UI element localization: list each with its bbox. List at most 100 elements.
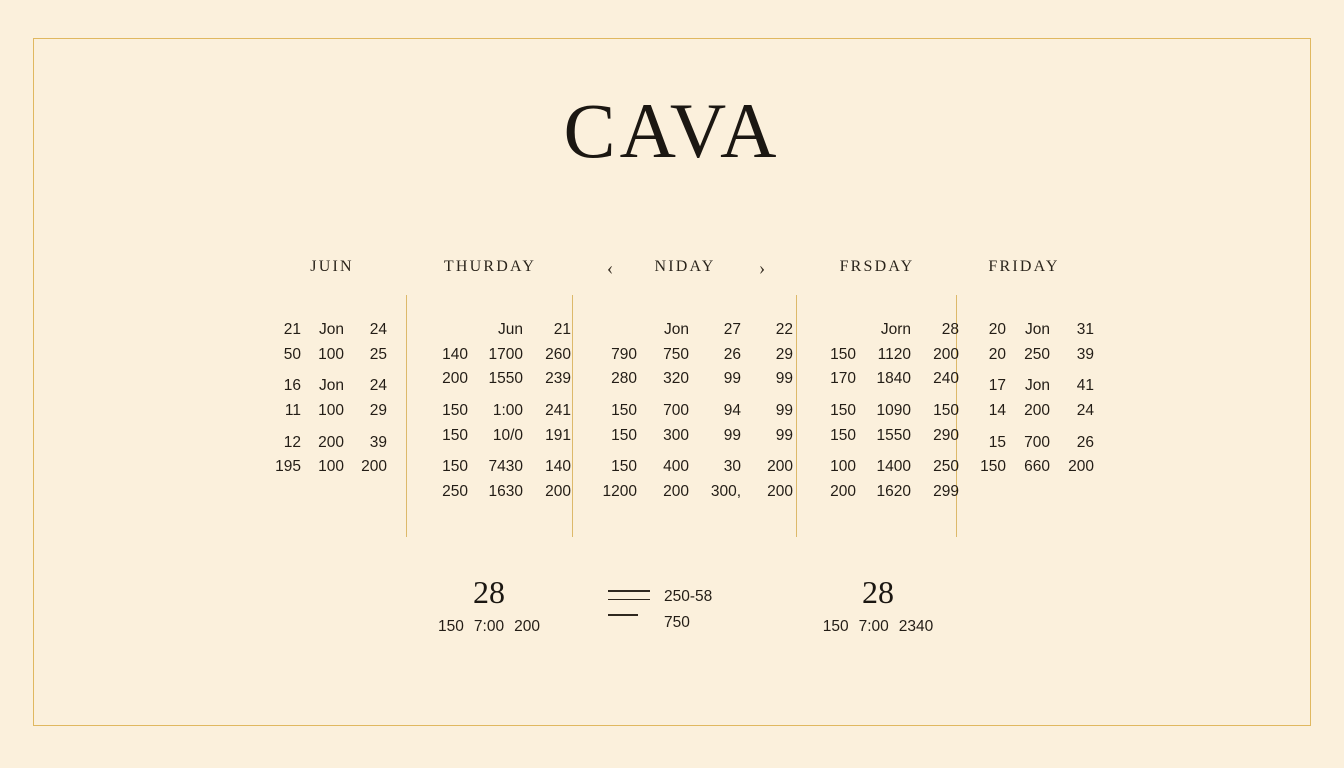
table-row[interactable]: Jorn 28	[808, 318, 959, 343]
table-row[interactable]: 200 1550 239	[420, 367, 571, 392]
table-cell: 99	[775, 426, 793, 444]
table-row[interactable]: 200 1620 299	[808, 480, 959, 505]
table-cell: 1120	[877, 345, 911, 363]
table-row[interactable]: 150 300 99 99	[585, 423, 793, 448]
table-row[interactable]: 20 250 39	[962, 343, 1094, 368]
table-row[interactable]: 140 1700 260	[420, 343, 571, 368]
footer-right-values: 150 7:00 2340	[758, 618, 998, 636]
table-row[interactable]: 21 Jon 24	[258, 318, 387, 343]
table-cell: 790	[611, 345, 637, 363]
table-cell: 200	[830, 482, 856, 500]
footer-left-number: 28	[473, 574, 505, 610]
table-row[interactable]: 280 320 99 99	[585, 367, 793, 392]
table-row[interactable]: 1200 200 300, 200	[585, 480, 793, 505]
table-row[interactable]: 195 100 200	[258, 455, 387, 480]
table-cell: Jon	[319, 321, 344, 339]
table-row[interactable]: 170 1840 240	[808, 367, 959, 392]
column-divider	[956, 295, 957, 537]
table-row[interactable]: 16 Jon 24	[258, 374, 387, 399]
table-cell: 191	[545, 426, 571, 444]
table-row[interactable]: 790 750 26 29	[585, 343, 793, 368]
table-row[interactable]: Jun 21	[420, 318, 571, 343]
table-row[interactable]: 150 660 200	[962, 455, 1094, 480]
table-row[interactable]: 150 1090 150	[808, 399, 959, 424]
footer-middle-block: 250-58 750	[608, 584, 712, 636]
table-cell: 28	[941, 321, 959, 339]
table-cell: 94	[723, 402, 741, 420]
table-cell: 150	[830, 345, 856, 363]
weekday-header-row: JUIN THURDAY NIDAY FRSDAY FRIDAY ‹ ›	[0, 258, 1344, 284]
table-cell: 1550	[876, 426, 911, 444]
table-cell: 39	[1076, 345, 1094, 363]
table-cell: 24	[1076, 402, 1094, 420]
table-row[interactable]: 150 1120 200	[808, 343, 959, 368]
weekday-header-frsday[interactable]: FRSDAY	[839, 258, 915, 275]
table-cell: Jon	[1025, 321, 1050, 339]
table-cell: 17	[988, 377, 1006, 395]
table-cell: 1840	[876, 370, 911, 388]
table-row[interactable]: 150 10/0 191	[420, 423, 571, 448]
table-cell: 99	[723, 370, 741, 388]
weekday-header-friday[interactable]: FRIDAY	[988, 258, 1060, 275]
table-row[interactable]: 14 200 24	[962, 399, 1094, 424]
column-thurday: Jun 21 140 1700 260 200 1550 239 150 1:00 241 150 10…	[420, 318, 571, 504]
footer-middle-line1: 250-58	[664, 588, 713, 605]
table-row[interactable]: 150 400 30 200	[585, 455, 793, 480]
table-cell: Jorn	[880, 321, 911, 339]
table-cell: 150	[442, 426, 468, 444]
table-row[interactable]: 150 1550 290	[808, 423, 959, 448]
footer-right-number: 28	[862, 574, 894, 610]
table-row[interactable]: 11 100 29	[258, 399, 387, 424]
table-row[interactable]: 250 1630 200	[420, 480, 571, 505]
table-cell: 27	[723, 321, 741, 339]
table-row[interactable]: 12 200 39	[258, 430, 387, 455]
table-cell: 660	[1024, 458, 1050, 476]
table-cell: 200	[663, 482, 689, 500]
footer-value: 7:00	[858, 618, 889, 635]
table-cell: 150	[830, 402, 856, 420]
table-row[interactable]: Jon 27 22	[585, 318, 793, 343]
table-cell: 1:00	[492, 402, 523, 420]
table-cell: 26	[1076, 433, 1094, 451]
table-row[interactable]: 50 100 25	[258, 343, 387, 368]
table-cell: 290	[933, 426, 959, 444]
table-row[interactable]: 150 7430 140	[420, 455, 571, 480]
table-row[interactable]: 15 700 26	[962, 430, 1094, 455]
table-cell: 21	[553, 321, 571, 339]
table-cell: 300	[663, 426, 689, 444]
table-cell: 100	[830, 458, 856, 476]
table-cell: 24	[369, 321, 387, 339]
table-row[interactable]: 17 Jon 41	[962, 374, 1094, 399]
weekday-header-niday[interactable]: NIDAY	[654, 258, 716, 275]
table-cell: Jon	[1025, 377, 1050, 395]
table-cell: 260	[545, 345, 571, 363]
prev-month-chevron-icon[interactable]: ‹	[606, 258, 614, 279]
table-cell: 100	[318, 458, 344, 476]
footer-value: 200	[514, 618, 540, 635]
table-cell: 140	[545, 458, 571, 476]
table-cell: 250	[933, 458, 959, 476]
table-row[interactable]: 100 1400 250	[808, 455, 959, 480]
table-cell: 150	[442, 402, 468, 420]
table-row[interactable]: 20 Jon 31	[962, 318, 1094, 343]
table-cell: 29	[369, 402, 387, 420]
column-divider	[796, 295, 797, 537]
weekday-header-thurday[interactable]: THURDAY	[443, 258, 537, 275]
table-cell: 1630	[488, 482, 523, 500]
next-month-chevron-icon[interactable]: ›	[758, 258, 766, 279]
table-cell: 14	[988, 402, 1006, 420]
table-cell: 1200	[602, 482, 637, 500]
table-row[interactable]: 150 700 94 99	[585, 399, 793, 424]
footer-left-block: 28 150 7:00 200	[369, 576, 609, 636]
table-cell: Jon	[664, 321, 689, 339]
table-cell: 30	[723, 458, 741, 476]
table-cell: 150	[442, 458, 468, 476]
table-cell: 150	[933, 402, 959, 420]
table-cell: 99	[775, 370, 793, 388]
weekday-header-juin[interactable]: JUIN	[310, 258, 354, 275]
table-cell: 300,	[710, 482, 741, 500]
table-cell: 200	[545, 482, 571, 500]
table-row[interactable]: 150 1:00 241	[420, 399, 571, 424]
table-cell: 200	[442, 370, 468, 388]
table-cell: 20	[988, 321, 1006, 339]
